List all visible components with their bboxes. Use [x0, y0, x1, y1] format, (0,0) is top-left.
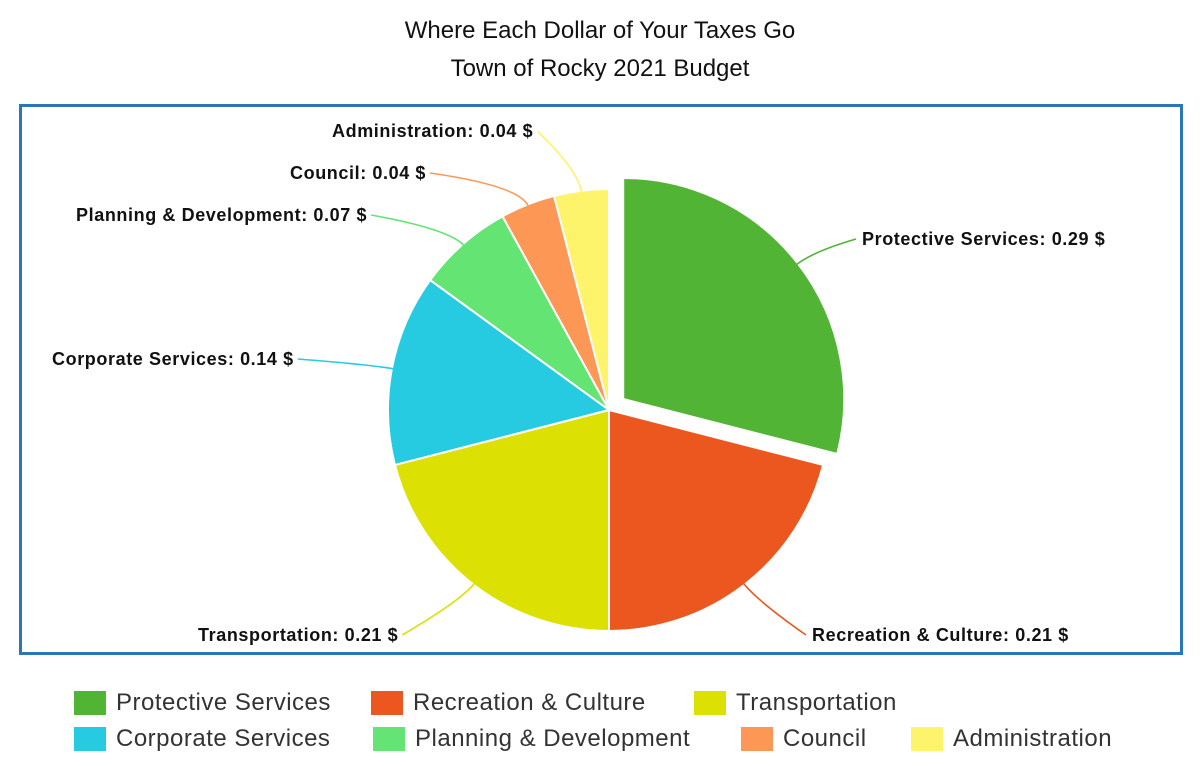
legend-swatch-administration: [911, 727, 943, 751]
legend-item-planning-development[interactable]: Planning & Development: [373, 722, 690, 756]
legend-item-recreation-culture[interactable]: Recreation & Culture: [371, 686, 646, 720]
slice-label-council: Council: 0.04 $: [290, 163, 426, 183]
legend-label-transportation: Transportation: [736, 689, 897, 716]
legend-item-corporate-services[interactable]: Corporate Services: [74, 722, 330, 756]
legend-item-council[interactable]: Council: [741, 722, 867, 756]
slice-label-planning-development: Planning & Development: 0.07 $: [76, 205, 367, 225]
pie-slice-recreation-culture[interactable]: [608, 408, 825, 633]
legend-swatch-recreation-culture: [371, 691, 403, 715]
chart-frame: [19, 104, 1183, 655]
leader-lines: [297, 130, 857, 636]
legend-swatch-protective-services: [74, 691, 106, 715]
slice-label-recreation-culture: Recreation & Culture: 0.21 $: [812, 625, 1069, 645]
leader-line-recreation-culture: [742, 582, 807, 636]
legend-label-corporate-services: Corporate Services: [116, 725, 331, 752]
legend-item-protective-services[interactable]: Protective Services: [74, 686, 331, 720]
chart-subtitle: Town of Rocky 2021 Budget: [450, 55, 750, 82]
slice-label-corporate-services: Corporate Services: 0.14 $: [52, 349, 294, 369]
legend-swatch-corporate-services: [74, 727, 106, 751]
legend-label-planning-development: Planning & Development: [415, 725, 691, 752]
legend-swatch-planning-development: [373, 727, 405, 751]
legend-item-transportation[interactable]: Transportation: [694, 686, 897, 720]
slice-label-administration: Administration: 0.04 $: [332, 121, 533, 141]
legend-swatch-council: [741, 727, 773, 751]
leader-line-council: [429, 172, 530, 207]
legend-item-administration[interactable]: Administration: [911, 722, 1112, 756]
slice-labels: Protective Services: 0.29 $ Recreation & …: [52, 121, 1105, 645]
legend-label-administration: Administration: [953, 725, 1113, 752]
slice-label-protective-services: Protective Services: 0.29 $: [862, 229, 1105, 249]
legend-swatch-transportation: [694, 691, 726, 715]
chart-title: Where Each Dollar of Your Taxes Go: [404, 17, 796, 44]
chart-title-block: Where Each Dollar of Your Taxes Go Town …: [0, 12, 1200, 88]
leader-line-protective-services: [795, 238, 857, 266]
leader-line-administration: [536, 130, 583, 193]
leader-line-planning-development: [370, 214, 465, 247]
legend-label-protective-services: Protective Services: [116, 689, 331, 716]
slice-label-transportation: Transportation: 0.21 $: [198, 625, 398, 645]
leader-line-transportation: [401, 582, 476, 636]
leader-line-corporate-services: [297, 358, 395, 370]
pie-slice-protective-services[interactable]: [622, 176, 846, 456]
pie-slices: [387, 176, 846, 633]
chart-legend: Protective Services Recreation & Culture…: [74, 686, 1174, 762]
legend-label-council: Council: [783, 725, 867, 752]
legend-label-recreation-culture: Recreation & Culture: [413, 689, 646, 716]
